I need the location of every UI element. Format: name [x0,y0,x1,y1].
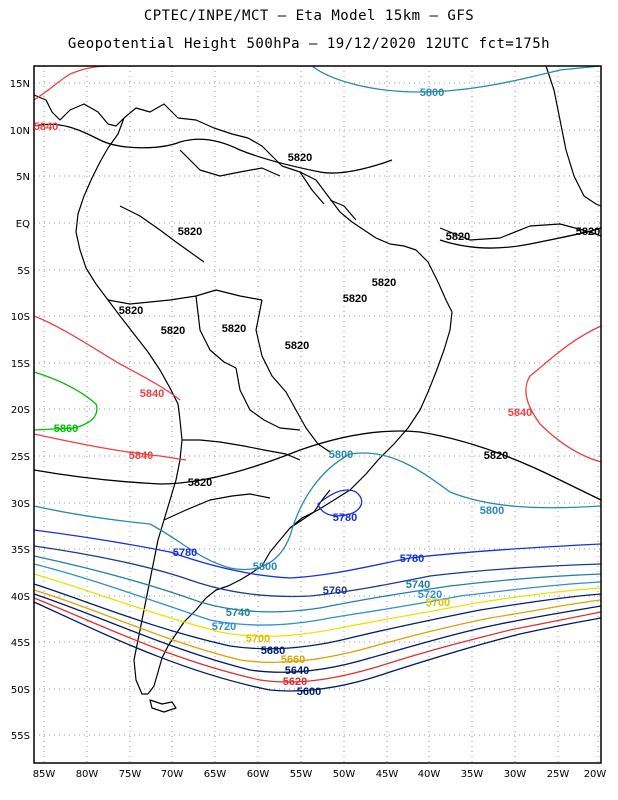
lat-label: 30S [11,499,30,510]
lat-label: 45S [11,638,30,649]
lon-label: 60W [247,769,270,780]
contour-5820-africa [439,227,602,249]
contour-label: 5600 [297,686,321,698]
contour-label: 5740 [226,607,250,619]
contour-label: 5840 [34,121,58,133]
contour-label: 5840 [508,407,532,419]
contour-5700 [33,573,602,637]
contour-label: 5820 [285,340,309,352]
chart-title-line1: CPTEC/INPE/MCT — Eta Model 15km — GFS [143,8,475,24]
contour-5820-north [33,123,393,174]
contour-5860 [33,371,98,431]
lon-label: 75W [119,769,142,780]
lon-label: 70W [161,769,184,780]
contour-5780-cell [317,489,363,517]
contour-label: 5860 [54,423,78,435]
lat-label: 10N [10,126,30,137]
contour-5840-nw [33,65,121,101]
contour-label: 5660 [281,654,305,666]
contour-label: 5820 [288,152,312,164]
contour-5680 [33,583,602,650]
height-contours [33,65,602,692]
contour-5660 [33,589,602,664]
contour-label: 5820 [222,323,246,335]
lat-label: 55S [11,731,30,742]
lon-label: 30W [504,769,527,780]
contour-label: 5800 [253,561,277,573]
contour-5780 [33,529,602,579]
lat-label: 40S [11,592,30,603]
lat-label: 10S [11,312,30,323]
contour-5840-east [525,325,602,463]
contour-label: 5760 [323,585,347,597]
contour-label: 5820 [343,293,367,305]
lon-label: 50W [333,769,356,780]
lat-label: 15S [11,359,30,370]
contour-label: 5820 [576,226,600,238]
contour-5840-sw [33,433,187,461]
lat-label: 20S [11,405,30,416]
lon-label: 35W [461,769,484,780]
lon-label: 45W [376,769,399,780]
contour-5820-south [33,430,602,501]
lon-label: 25W [547,769,570,780]
contour-label: 5640 [285,665,309,677]
contour-5640 [33,593,602,673]
contour-label: 5680 [261,645,285,657]
contour-label: 5780 [400,553,424,565]
lat-label: EQ [16,219,30,230]
contour-5800-north [311,65,601,93]
contour-label: 5820 [178,226,202,238]
chart-title-line2: Geopotential Height 500hPa — 19/12/2020 … [67,36,551,52]
contour-5620 [33,597,602,683]
lon-label: 55W [290,769,313,780]
contour-5840-west [33,315,181,401]
contour-label: 5800 [329,449,353,461]
contour-label: 5780 [173,547,197,559]
lat-label: 5S [17,266,30,277]
map-frame [33,65,602,764]
coastlines [33,65,602,713]
lon-label: 85W [33,769,56,780]
lon-label: 80W [76,769,99,780]
contour-5600 [33,601,602,692]
contour-label: 5820 [119,305,143,317]
contour-5740 [33,555,602,613]
lat-label: 25S [11,452,30,463]
lat-label: 50S [11,685,30,696]
contour-label: 5740 [406,579,430,591]
contour-label: 5820 [484,450,508,462]
contour-label: 5780 [333,512,357,524]
contour-5800-south [33,452,602,571]
contour-label: 5820 [161,325,185,337]
contour-5760 [33,545,602,598]
contour-label: 5820 [188,477,212,489]
contour-label: 5840 [129,450,153,462]
contour-label: 5700 [426,597,450,609]
contour-5720 [33,563,602,626]
contour-label: 5800 [420,87,444,99]
contour-label: 5720 [418,589,442,601]
lon-label: 20W [584,769,607,780]
lon-label: 40W [418,769,441,780]
lat-label: 5N [16,172,30,183]
contour-label: 5620 [283,676,307,688]
contour-label: 5840 [140,388,164,400]
contour-label: 5720 [212,621,236,633]
lat-label: 35S [11,545,30,556]
contour-label: 5820 [372,277,396,289]
lon-label: 65W [204,769,227,780]
contour-label: 5700 [246,633,270,645]
contour-label: 5800 [480,505,504,517]
lat-label: 15N [10,79,30,90]
contour-label: 5820 [446,231,470,243]
